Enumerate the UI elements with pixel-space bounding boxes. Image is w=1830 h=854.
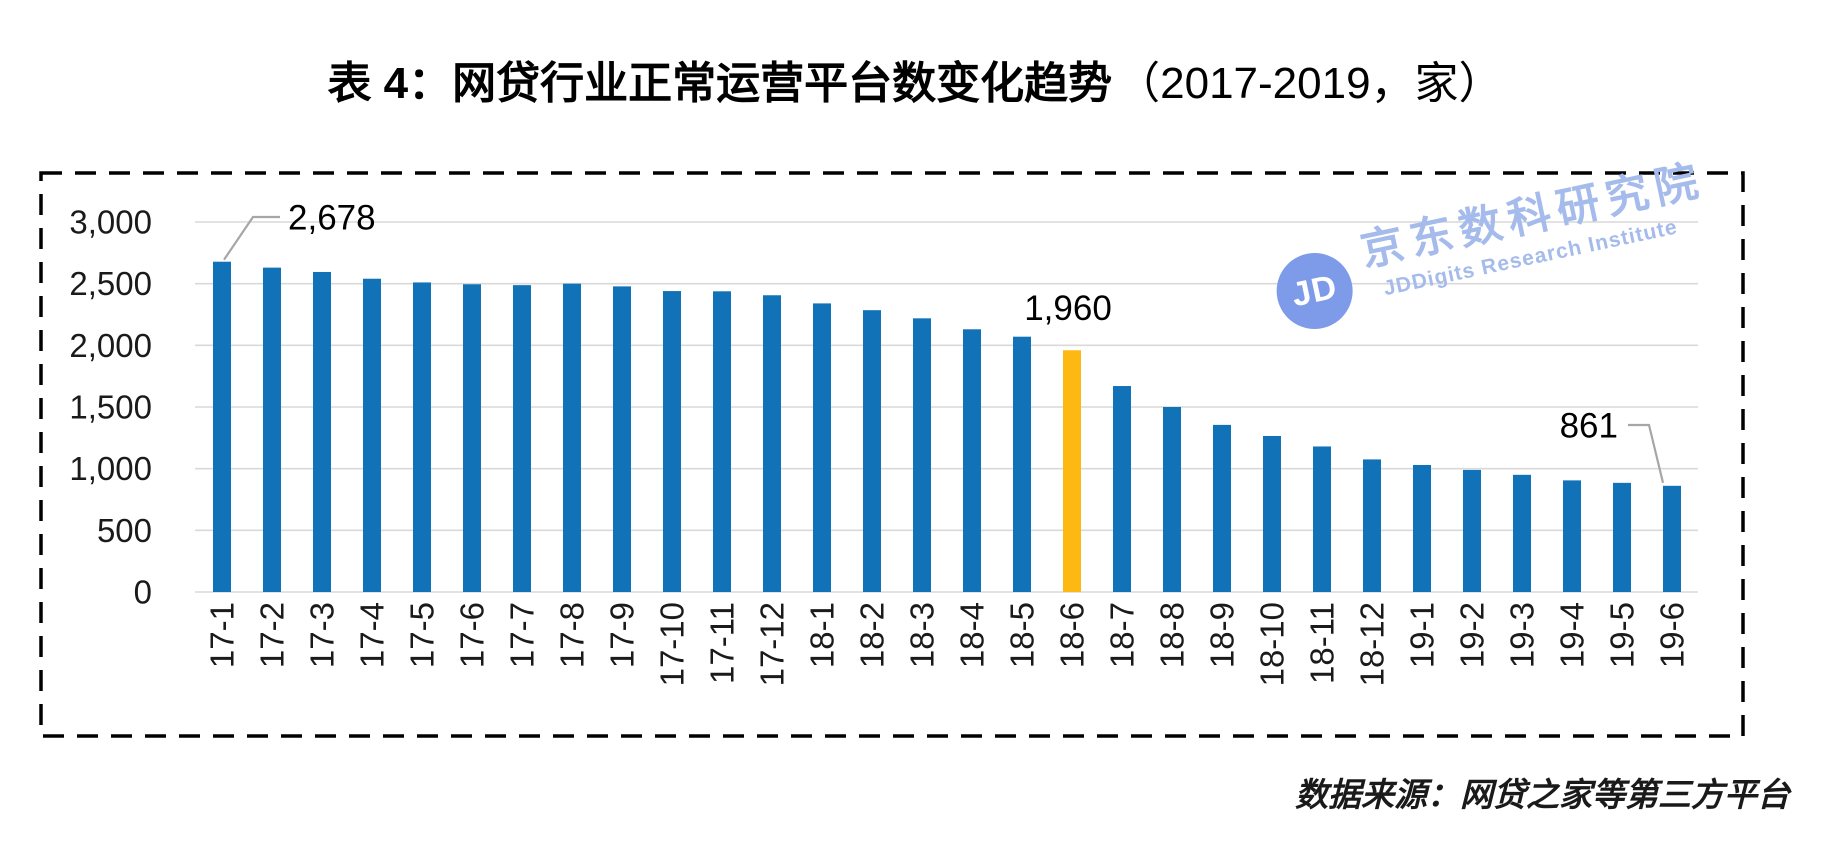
x-tick-17-7: 17-7 [504, 602, 541, 668]
x-tick-17-1: 17-1 [204, 602, 241, 668]
chart-title-main: 表 4：网贷行业正常运营平台数变化趋势 [327, 59, 1113, 108]
leader-line-19-6 [1628, 423, 1665, 484]
x-tick-18-12: 18-12 [1354, 602, 1391, 686]
x-tick-19-6: 19-6 [1654, 602, 1691, 668]
x-tick-17-6: 17-6 [454, 602, 491, 668]
bar-17-7 [513, 285, 531, 592]
bar-17-11 [713, 291, 731, 592]
bar-18-12 [1363, 459, 1381, 592]
x-tick-17-2: 17-2 [254, 602, 291, 668]
source-note: 数据来源：网贷之家等第三方平台 [1295, 776, 1790, 813]
bar-17-3 [313, 271, 331, 592]
x-tick-17-4: 17-4 [354, 602, 391, 668]
x-tick-18-7: 18-7 [1104, 602, 1141, 668]
bar-18-6 [1063, 350, 1081, 592]
y-tick-1000: 1,000 [69, 450, 152, 487]
y-tick-500: 500 [97, 512, 152, 549]
bar-19-6 [1663, 485, 1681, 592]
bar-19-5 [1613, 482, 1631, 592]
data-label-18-6: 1,960 [1024, 289, 1112, 328]
bar-17-8 [563, 283, 581, 592]
x-tick-18-3: 18-3 [904, 602, 941, 668]
bar-18-5 [1013, 336, 1031, 592]
y-tick-2500: 2,500 [69, 265, 152, 302]
bar-18-1 [813, 303, 831, 592]
y-tick-0: 0 [134, 574, 152, 611]
x-tick-17-10: 17-10 [654, 602, 691, 686]
bar-18-9 [1213, 424, 1231, 592]
y-tick-3000: 3,000 [69, 204, 152, 241]
bar-17-1 [213, 261, 231, 592]
bar-19-1 [1413, 464, 1431, 592]
bar-18-2 [863, 310, 881, 592]
bar-18-8 [1163, 407, 1181, 592]
bar-17-12 [763, 295, 781, 592]
y-tick-1500: 1,500 [69, 389, 152, 426]
bar-17-2 [263, 267, 281, 592]
bar-17-10 [663, 291, 681, 592]
chart-title-paren: （2017-2019，家） [1116, 59, 1503, 108]
x-tick-18-8: 18-8 [1154, 602, 1191, 668]
x-tick-18-11: 18-11 [1304, 602, 1341, 684]
chart-title: 表 4：网贷行业正常运营平台数变化趋势（2017-2019，家） [0, 58, 1830, 111]
bar-18-7 [1113, 386, 1131, 592]
data-label-19-6: 861 [1560, 406, 1618, 445]
x-tick-19-5: 19-5 [1604, 602, 1641, 668]
bar-19-2 [1463, 469, 1481, 592]
x-tick-17-11: 17-11 [704, 602, 741, 684]
x-tick-19-3: 19-3 [1504, 602, 1541, 668]
x-tick-18-9: 18-9 [1204, 602, 1241, 668]
y-tick-2000: 2,000 [69, 327, 152, 364]
x-tick-18-4: 18-4 [954, 602, 991, 668]
x-tick-19-1: 19-1 [1404, 602, 1441, 668]
x-tick-18-5: 18-5 [1004, 602, 1041, 668]
x-tick-18-1: 18-1 [804, 602, 841, 668]
x-tick-17-5: 17-5 [404, 602, 441, 668]
x-tick-17-9: 17-9 [604, 602, 641, 668]
bar-18-3 [913, 318, 931, 592]
x-tick-17-3: 17-3 [304, 602, 341, 668]
bar-19-4 [1563, 480, 1581, 592]
x-tick-18-2: 18-2 [854, 602, 891, 668]
x-tick-18-6: 18-6 [1054, 602, 1091, 668]
bar-17-4 [363, 278, 381, 592]
x-tick-17-12: 17-12 [754, 602, 791, 686]
x-tick-18-10: 18-10 [1254, 602, 1291, 686]
x-tick-17-8: 17-8 [554, 602, 591, 668]
chart-frame-border [39, 171, 1745, 738]
bar-18-11 [1313, 446, 1331, 592]
bar-17-9 [613, 286, 631, 592]
bar-17-5 [413, 282, 431, 592]
bar-18-10 [1263, 435, 1281, 592]
x-tick-19-4: 19-4 [1554, 602, 1591, 668]
data-label-17-1: 2,678 [288, 198, 376, 237]
x-tick-19-2: 19-2 [1454, 602, 1491, 668]
bar-19-3 [1513, 474, 1531, 592]
leader-line-17-1 [223, 215, 280, 261]
bar-18-4 [963, 329, 981, 592]
bar-17-6 [463, 284, 481, 592]
